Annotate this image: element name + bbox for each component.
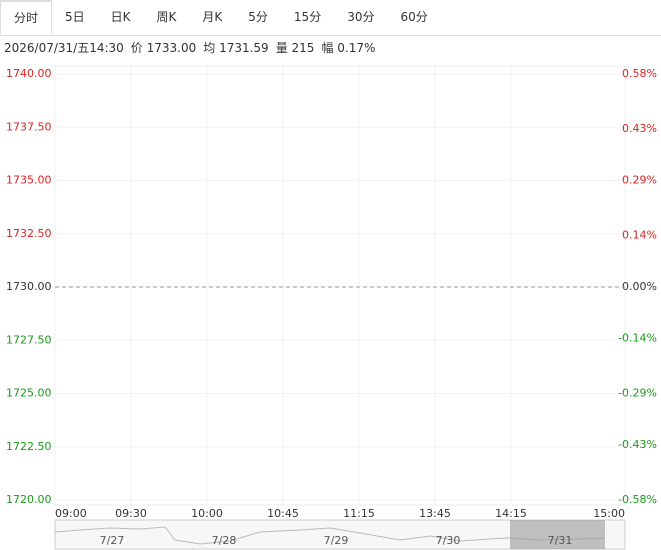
tab[interactable]: 60分 — [400, 10, 428, 24]
quote-item: 均 1731.59 — [203, 41, 269, 55]
y2-tick-label: 0.58% — [622, 67, 657, 80]
plot-frame — [54, 65, 626, 506]
navigator-date: 7/29 — [324, 534, 349, 547]
navigator-date: 7/31 — [548, 534, 573, 547]
tab[interactable]: 周K — [156, 10, 177, 24]
tab[interactable]: 分时 — [0, 0, 53, 35]
quote-item: 2026/07/31/五14:30 — [4, 41, 124, 55]
y-tick-label: 1740.00 — [6, 67, 52, 80]
quote-item: 价 1733.00 — [130, 41, 197, 55]
x-tick-label: 10:00 — [191, 507, 223, 520]
y2-tick-label: 0.14% — [622, 229, 657, 242]
x-tick-label: 13:45 — [419, 507, 451, 520]
y-tick-label: 1727.50 — [6, 333, 52, 346]
tab[interactable]: 月K — [202, 10, 223, 24]
y2-tick-label: 0.43% — [622, 122, 657, 135]
navigator-date: 7/30 — [436, 534, 461, 547]
y-tick-label: 1737.50 — [6, 120, 52, 133]
y-tick-label: 1725.00 — [6, 387, 52, 400]
quote-line: 2026/07/31/五14:30 价 1733.00 均 1731.59 量 215… — [4, 39, 382, 56]
tab[interactable]: 5日 — [65, 10, 85, 24]
y-tick-label: 1732.50 — [6, 227, 52, 240]
quote-item: 幅 0.17% — [321, 41, 376, 55]
navigator-date: 7/28 — [212, 534, 237, 547]
navigator-selection[interactable] — [510, 520, 605, 549]
y-tick-label: 1735.00 — [6, 174, 52, 187]
x-tick-label: 09:30 — [115, 507, 147, 520]
y-tick-label: 1722.50 — [6, 440, 52, 453]
y-tick-label: 1730.00 — [6, 280, 52, 293]
y2-tick-label: -0.29% — [618, 387, 657, 400]
navigator-sparkline — [54, 526, 606, 545]
navigator-date: 7/27 — [100, 534, 125, 547]
y-tick-label: 1720.00 — [6, 493, 52, 506]
y2-tick-label: 0.00% — [622, 280, 657, 293]
y2-tick-label: -0.14% — [618, 331, 657, 344]
x-tick-label: 15:00 — [593, 507, 625, 520]
tab[interactable]: 5分 — [248, 10, 268, 24]
x-tick-label: 10:45 — [267, 507, 299, 520]
x-tick-label: 11:15 — [343, 507, 375, 520]
tab[interactable]: 日K — [110, 10, 131, 24]
tab[interactable]: 15分 — [293, 10, 322, 24]
y2-tick-label: -0.58% — [618, 493, 657, 506]
tab[interactable]: 30分 — [347, 10, 375, 24]
x-tick-label: 09:00 — [55, 507, 87, 520]
y2-tick-label: 0.29% — [622, 174, 657, 187]
quote-item: 量 215 — [275, 41, 315, 55]
x-tick-label: 14:15 — [495, 507, 527, 520]
y2-tick-label: -0.43% — [618, 438, 657, 451]
tab-bar: 分时 5日 日K 周K 月K 5分 15分 30分 60分 — [0, 0, 661, 36]
